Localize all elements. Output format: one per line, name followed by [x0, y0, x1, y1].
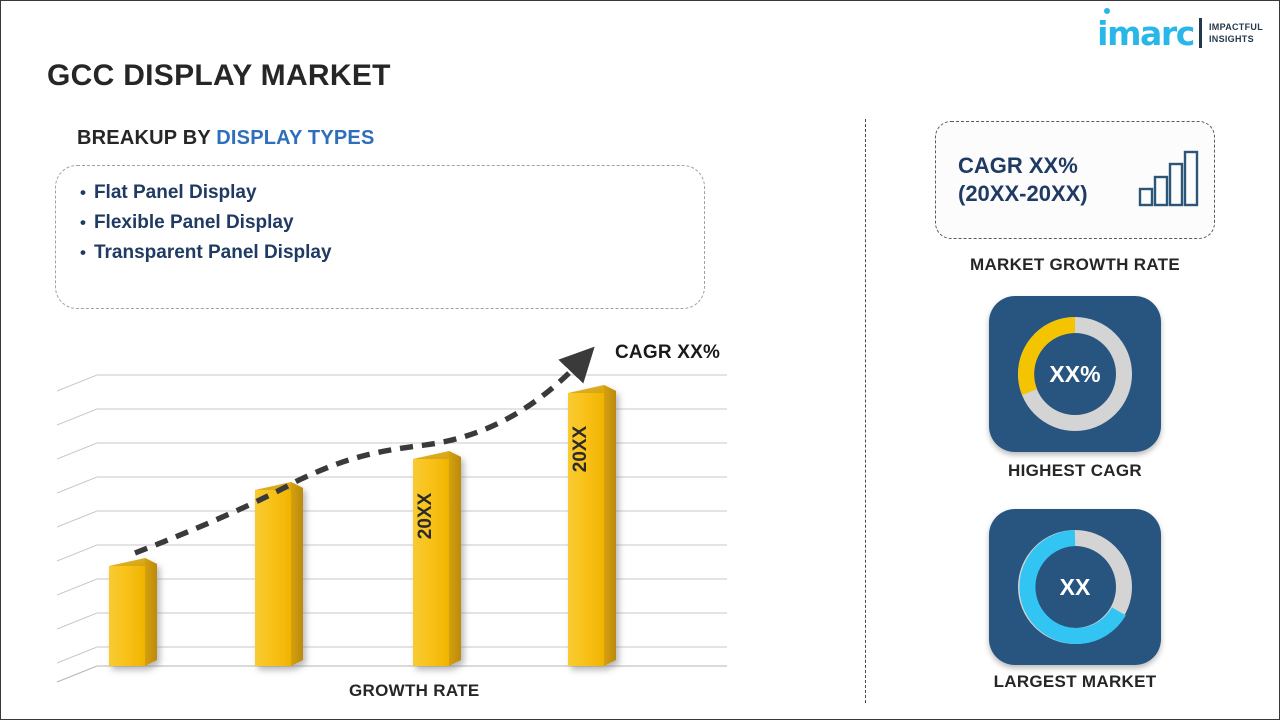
page-title: GCC DISPLAY MARKET [47, 59, 391, 92]
cagr-text: CAGR XX% (20XX-20XX) [958, 152, 1088, 207]
display-types-box: • Flat Panel Display • Flexible Panel Di… [55, 165, 705, 309]
logo-wordmark-text: imarc [1097, 13, 1195, 53]
panel-divider [865, 119, 866, 703]
market-growth-rate-card: CAGR XX% (20XX-20XX) [935, 121, 1215, 239]
bar-4-label: 20XX [570, 425, 591, 472]
highest-cagr-card: XX% [989, 296, 1161, 452]
growth-bar-chart: 20XX 20XX [47, 331, 747, 691]
logo-tagline-line2: INSIGHTS [1208, 34, 1254, 44]
bar-4 [568, 385, 616, 666]
market-growth-rate-caption: MARKET GROWTH RATE [969, 255, 1180, 274]
bullet-icon: • [80, 213, 86, 233]
bar-chart-svg: 20XX 20XX [56, 346, 727, 683]
logo-divider [1198, 18, 1202, 48]
bar-chart-icon [1138, 149, 1200, 212]
logo-wordmark: imarc [1097, 7, 1195, 53]
cagr-line-1: CAGR XX% [958, 153, 1078, 179]
chart-cagr-annotation: CAGR XX% [615, 342, 721, 363]
list-item-label: Flexible Panel Display [93, 212, 294, 234]
cagr-line-2: (20XX-20XX) [958, 181, 1088, 206]
list-item: • Flexible Panel Display [80, 208, 704, 238]
kpi-value: XX [1059, 573, 1091, 600]
logo-tagline: IMPACTFUL INSIGHTS [1209, 21, 1263, 45]
list-item: • Transparent Panel Display [80, 238, 704, 268]
bar-3-label: 20XX [415, 492, 436, 539]
list-item: • Flat Panel Display [80, 178, 704, 208]
logo-dot-icon [1104, 7, 1111, 14]
bullet-icon: • [80, 183, 86, 202]
donut-chart-highest-cagr [1018, 317, 1132, 431]
bar-1 [109, 558, 157, 666]
list-item-label: Transparent Panel Display [93, 242, 332, 264]
donut-chart-largest-market [1018, 530, 1132, 644]
subtitle-highlight: DISPLAY TYPES [216, 127, 375, 149]
logo-tagline-line1: IMPACTFUL [1208, 21, 1263, 32]
trend-line [134, 346, 595, 556]
bar-3 [413, 451, 461, 666]
list-item-label: Flat Panel Display [93, 182, 257, 203]
bullet-icon: • [80, 243, 86, 263]
largest-market-card: XX [989, 509, 1161, 665]
largest-market-caption: LARGEST MARKET [993, 672, 1157, 691]
section-subtitle: BREAKUP BY DISPLAY TYPES [77, 127, 375, 150]
chart-x-axis-label: GROWTH RATE [349, 681, 480, 700]
chart-gridlines [56, 374, 727, 664]
kpi-value: XX% [1049, 360, 1101, 387]
subtitle-prefix: BREAKUP BY [77, 127, 217, 149]
highest-cagr-caption: HIGHEST CAGR [1008, 461, 1142, 480]
imarc-logo: imarc IMPACTFUL INSIGHTS [1097, 7, 1263, 53]
chart-baseline [56, 665, 727, 683]
bar-2 [255, 482, 303, 666]
